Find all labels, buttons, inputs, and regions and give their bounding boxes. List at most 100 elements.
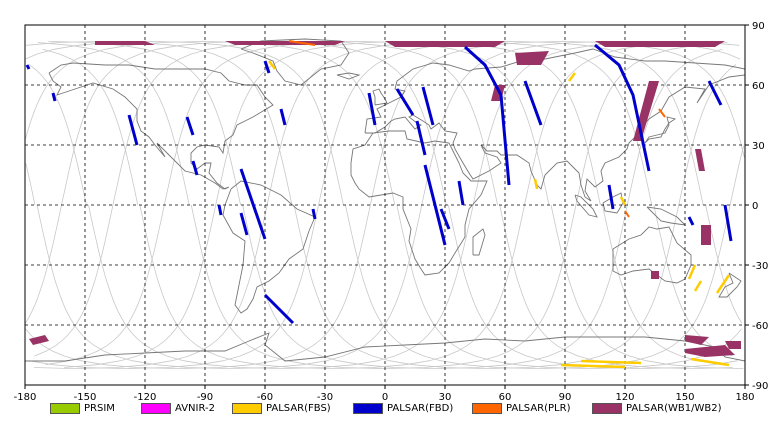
legend-item-palsar-wb: PALSAR(WB1/WB2): [592, 403, 722, 414]
coastline: [644, 116, 677, 144]
coastline: [336, 72, 361, 80]
coastline: [25, 332, 746, 362]
plr-swath: [288, 40, 316, 46]
plr-swath: [624, 210, 630, 218]
orbit-track: [447, 204, 738, 370]
orbit-track: [36, 40, 741, 370]
legend-swatch: [592, 403, 622, 414]
fbd-swath: [457, 180, 465, 206]
fbd-swath: [415, 120, 427, 156]
coastline: [240, 38, 350, 86]
fbs-swath: [580, 359, 642, 365]
y-tick-label: 90: [752, 21, 765, 32]
legend-label: PALSAR(WB1/WB2): [626, 403, 722, 414]
coastline: [612, 226, 692, 284]
fbd-swath: [395, 88, 415, 116]
orbit-track: [242, 48, 723, 370]
fbd-swath: [607, 184, 615, 210]
wb-swath: [651, 271, 659, 279]
fbs-swath: [687, 264, 697, 280]
coastline: [372, 88, 388, 106]
y-tick-label: 60: [752, 81, 765, 92]
legend-swatch: [50, 403, 80, 414]
y-tick-label: 0: [752, 201, 758, 212]
legend: PRSIM AVNIR-2 PALSAR(FBS) PALSAR(FBD) PA…: [0, 403, 770, 423]
wb-swath: [385, 41, 505, 47]
wb-swath: [685, 335, 709, 345]
fbd-swath: [463, 45, 511, 186]
fbd-swath: [191, 160, 199, 176]
orbit-track: [24, 40, 344, 206]
fbd-swath: [263, 293, 295, 325]
y-tick-label: -30: [752, 261, 768, 272]
x-tick-label: -120: [134, 392, 157, 403]
wb-swath: [695, 149, 705, 171]
wb-swath: [95, 41, 155, 45]
fbd-swath: [239, 168, 267, 240]
x-tick-label: -30: [317, 392, 333, 403]
fbs-swath: [690, 357, 730, 367]
coastline: [350, 130, 488, 276]
plr-swaths: [288, 40, 666, 218]
fbd-swath: [279, 108, 287, 126]
wb-swath: [595, 41, 725, 47]
fbd-swath: [423, 164, 447, 246]
legend-label: PALSAR(PLR): [506, 403, 571, 414]
orbit-track: [88, 40, 740, 370]
fbd-swath: [594, 43, 651, 172]
x-tick-label: -60: [257, 392, 273, 403]
orbit-track: [64, 40, 601, 368]
orbit-track: [293, 64, 737, 370]
orbit-track: [25, 40, 745, 370]
orbit-track: [550, 204, 744, 369]
x-tick-label: 90: [559, 392, 572, 403]
wb-swath: [685, 345, 735, 357]
fbs-swaths: [268, 60, 731, 369]
orbit-track: [37, 42, 190, 206]
x-tick-label: 30: [439, 392, 452, 403]
orbit-track: [34, 40, 498, 357]
orbit-track: [705, 204, 743, 324]
coastline: [718, 272, 742, 298]
x-tick-label: 120: [615, 392, 634, 403]
fbs-swath: [568, 72, 576, 82]
wb-swath: [701, 225, 711, 245]
fbd-swath: [51, 92, 57, 102]
x-tick-label: 150: [675, 392, 694, 403]
y-tick-label: 30: [752, 141, 765, 152]
fbd-swath: [239, 212, 249, 236]
orbit-track: [48, 41, 241, 206]
legend-swatch: [141, 403, 171, 414]
orbit-track: [33, 40, 653, 370]
legend-item-palsar-fbd: PALSAR(FBD): [353, 403, 453, 414]
coastlines: [25, 38, 746, 362]
wb-swath: [225, 41, 345, 45]
coastline: [472, 228, 486, 256]
x-axis-ticks: -180 -150 -120 -90 -60 -30 0 30 60 90 120 150 180: [14, 385, 755, 403]
fbd-swaths: [25, 43, 733, 325]
legend-swatch: [232, 403, 262, 414]
legend-item-palsar-plr: PALSAR(PLR): [472, 403, 570, 414]
legend-swatch: [353, 403, 383, 414]
fbs-swath: [693, 280, 703, 292]
orbit-track: [139, 41, 717, 370]
legend-item-avnir2: AVNIR-2: [141, 403, 215, 414]
y-tick-label: -60: [752, 321, 768, 332]
fbd-swath: [217, 204, 223, 216]
orbit-track: [396, 204, 742, 370]
orbit-track: [25, 163, 36, 206]
fbd-swath: [127, 114, 139, 146]
legend-label: PRSIM: [84, 403, 115, 414]
fbs-swath: [560, 363, 626, 369]
legend-label: PALSAR(FBS): [266, 403, 331, 414]
fbs-swath: [268, 60, 276, 70]
y-tick-label: -90: [752, 381, 768, 392]
fbd-swath: [25, 64, 31, 70]
fbd-swath: [523, 80, 543, 126]
orbit-track: [42, 48, 139, 206]
legend-label: AVNIR-2: [175, 403, 215, 414]
legend-swatch: [472, 403, 502, 414]
x-tick-label: -180: [14, 392, 37, 403]
x-tick-label: -90: [197, 392, 213, 403]
orbit-track: [28, 40, 704, 370]
